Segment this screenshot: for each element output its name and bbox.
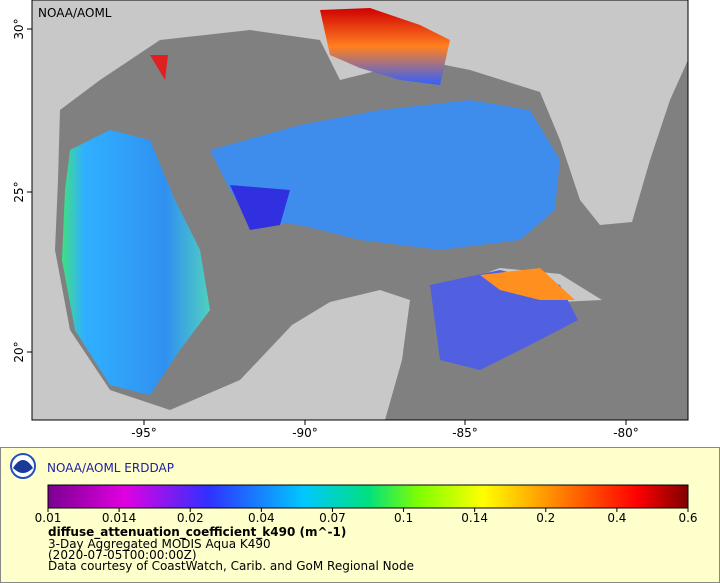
lon-label: -90° [292,426,318,440]
lat-label: 30° [12,18,26,39]
map-watermark: NOAA/AOML [38,6,112,20]
data-credit: Data courtesy of CoastWatch, Carib. and … [48,559,414,573]
colorbar-label: 0.14 [461,511,488,525]
map-frame [31,0,689,421]
noaa-logo-bird [13,460,33,473]
colorbar-label: 0.014 [102,511,136,525]
colorbar-label: 0.02 [177,511,204,525]
data-louisiana [320,8,450,85]
data-texas-coast [150,55,168,80]
land-mexico [32,110,410,420]
variable-name: diffuse_attenuation_coefficient_k490 (m^… [48,525,346,540]
time-stamp: (2020-07-05T00:00:00Z) [48,548,197,562]
colorbar-label: 0.1 [394,511,413,525]
data-central-edge [230,185,290,230]
legend-title: NOAA/AOML ERDDAP [47,461,174,475]
lat-label: 25° [12,181,26,202]
lon-label: -95° [131,426,157,440]
colorbar-label: 0.01 [35,511,62,525]
lon-label: -80° [613,426,639,440]
legend-panel [0,447,720,583]
colorbar-label: 0.07 [319,511,346,525]
land-north [32,0,688,225]
lat-label: 20° [12,341,26,362]
colorbar-label: 0.2 [536,511,555,525]
colorbar-label: 0.4 [607,511,626,525]
colorbar-label: 0.04 [248,511,275,525]
dataset-name: 3-Day Aggregated MODIS Aqua K490 [48,537,271,551]
data-west [62,130,210,395]
data-central [210,100,560,250]
lon-label: -85° [452,426,478,440]
data-cuba-coast [480,268,575,300]
colorbar [47,484,689,509]
colorbar-label: 0.6 [678,511,697,525]
